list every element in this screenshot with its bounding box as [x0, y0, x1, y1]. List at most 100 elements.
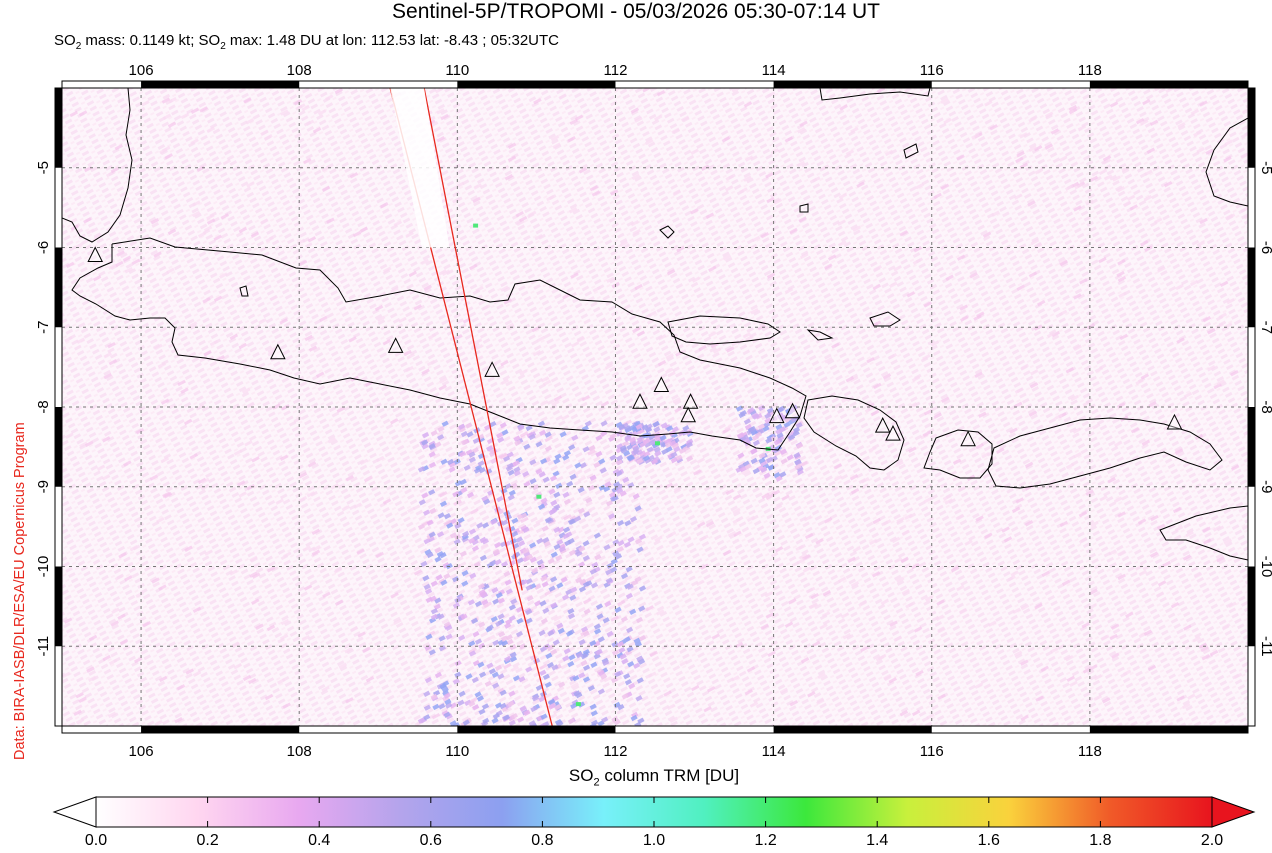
background-pixel	[923, 409, 933, 416]
background-pixel	[1206, 365, 1216, 372]
background-pixel	[1108, 549, 1117, 556]
background-pixel	[160, 456, 170, 464]
background-pixel	[500, 285, 509, 292]
background-pixel	[1240, 132, 1248, 139]
background-pixel	[160, 398, 170, 405]
plume-pixel	[601, 716, 609, 723]
plume-pixel	[752, 439, 760, 447]
plume-pixel	[468, 451, 476, 458]
frame-bar-left	[55, 247, 62, 328]
background-pixel	[1226, 213, 1236, 220]
plume-pixel	[654, 434, 662, 442]
background-pixel	[352, 230, 362, 238]
background-pixel	[767, 425, 776, 433]
background-pixel	[86, 666, 95, 673]
plume-pixel	[529, 459, 537, 466]
background-pixel	[382, 339, 391, 346]
background-pixel	[810, 592, 819, 600]
colorbar-tick-label: 0.6	[419, 832, 442, 849]
plume-pixel	[622, 476, 630, 484]
background-pixel	[960, 315, 969, 322]
background-pixel	[906, 291, 916, 298]
plume-pixel	[506, 638, 514, 646]
background-pixel	[1230, 369, 1239, 377]
background-pixel	[866, 356, 875, 364]
plume-pixel	[633, 637, 641, 644]
background-pixel	[114, 143, 124, 151]
plume-pixel	[504, 579, 512, 586]
background-pixel	[1089, 175, 1099, 183]
background-pixel	[690, 148, 699, 155]
background-pixel	[666, 269, 676, 276]
background-pixel	[708, 265, 717, 273]
background-pixel	[585, 575, 595, 583]
plume-pixel	[536, 559, 544, 566]
background-pixel	[1143, 195, 1153, 202]
plume-pixel	[590, 582, 599, 589]
background-pixel	[1201, 654, 1210, 661]
background-pixel	[674, 406, 683, 413]
background-pixel	[1020, 604, 1030, 611]
plume-pixel	[530, 705, 538, 713]
background-pixel	[1077, 124, 1087, 132]
plume-pixel	[472, 630, 480, 638]
background-pixel	[390, 418, 399, 425]
plume-pixel	[519, 705, 527, 712]
background-pixel	[1174, 525, 1184, 532]
plume-pixel	[479, 671, 487, 678]
plume-pixel	[615, 421, 623, 428]
plume-pixel	[505, 588, 513, 595]
background-pixel	[1141, 439, 1151, 446]
background-pixel	[858, 600, 867, 607]
background-pixel	[510, 665, 520, 673]
background-pixel	[850, 487, 860, 495]
plume-pixel	[558, 546, 566, 553]
plume-pixel	[497, 687, 505, 695]
map-frame	[54, 80, 1256, 734]
background-pixel	[1174, 448, 1184, 455]
plume-pixel	[485, 468, 493, 475]
plume-pixel	[531, 567, 539, 574]
background-pixel	[1126, 194, 1136, 202]
background-pixel	[1196, 240, 1206, 247]
plume-pixel	[632, 448, 640, 455]
plume-pixel	[437, 425, 445, 433]
plume-pixel	[645, 426, 653, 434]
plume-pixel	[673, 446, 681, 453]
plume-pixel	[582, 540, 590, 547]
plume-pixel	[763, 421, 771, 428]
background-pixel	[569, 118, 579, 126]
plume-pixel	[428, 649, 436, 656]
background-pixel	[1216, 555, 1225, 563]
plume-pixel	[550, 499, 558, 507]
background-pixel	[1144, 245, 1153, 253]
background-pixel	[868, 446, 877, 453]
plume-pixel	[542, 607, 550, 614]
background-pixel	[672, 189, 682, 197]
background-pixel	[298, 471, 308, 479]
colorbar-tick-label: 0.8	[531, 832, 554, 849]
lat-tick-label-left: -9	[35, 480, 52, 493]
plume-pixel	[537, 420, 546, 427]
plume-pixel	[437, 434, 445, 441]
background-pixel	[1073, 452, 1082, 459]
plume-pixel	[627, 536, 635, 543]
background-pixel	[1228, 601, 1237, 608]
plume-pixel	[744, 463, 752, 470]
background-pixel	[773, 504, 783, 511]
colorbar-title-rest: column TRM [DU]	[599, 766, 740, 785]
background-pixel	[393, 618, 402, 626]
plume-pixel	[464, 699, 472, 707]
plume-pixel	[739, 466, 747, 473]
background-pixel	[577, 475, 587, 483]
plume-pixel	[575, 651, 583, 659]
plume-pixel	[578, 545, 586, 553]
plume-pixel	[786, 432, 794, 440]
so2-plume-layer	[62, 88, 1248, 726]
plume-peak-pixel	[536, 494, 542, 499]
plume-pixel	[548, 698, 556, 705]
plume-pixel	[747, 426, 755, 433]
background-pixel	[1119, 333, 1128, 341]
background-pixel	[1089, 664, 1098, 671]
background-pixel	[304, 334, 313, 342]
